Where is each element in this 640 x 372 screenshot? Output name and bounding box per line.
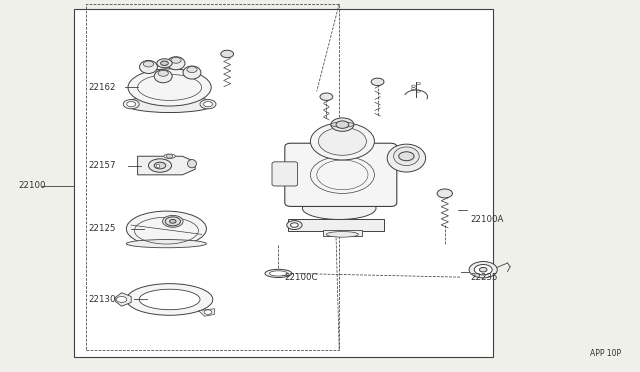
- Circle shape: [170, 219, 176, 223]
- Text: 22100C: 22100C: [285, 273, 318, 282]
- Polygon shape: [288, 219, 384, 231]
- Ellipse shape: [163, 215, 183, 227]
- Ellipse shape: [310, 123, 374, 160]
- Ellipse shape: [140, 60, 157, 73]
- Ellipse shape: [127, 211, 206, 246]
- Ellipse shape: [387, 144, 426, 172]
- Circle shape: [148, 159, 172, 172]
- FancyBboxPatch shape: [285, 143, 397, 206]
- Ellipse shape: [127, 283, 212, 315]
- Ellipse shape: [127, 240, 206, 248]
- Polygon shape: [138, 156, 195, 175]
- Circle shape: [204, 310, 212, 314]
- Bar: [86, 4, 339, 350]
- Ellipse shape: [125, 96, 214, 112]
- Polygon shape: [198, 309, 214, 316]
- Polygon shape: [304, 197, 374, 208]
- Circle shape: [320, 93, 333, 100]
- Ellipse shape: [183, 66, 201, 79]
- Ellipse shape: [154, 70, 172, 83]
- Ellipse shape: [171, 57, 181, 63]
- Text: 22130: 22130: [88, 295, 116, 304]
- Circle shape: [165, 217, 180, 226]
- Circle shape: [331, 118, 354, 131]
- Circle shape: [204, 102, 212, 107]
- Circle shape: [157, 59, 172, 68]
- Circle shape: [127, 102, 136, 107]
- Ellipse shape: [303, 197, 376, 219]
- Circle shape: [469, 262, 497, 278]
- Circle shape: [221, 50, 234, 58]
- Ellipse shape: [200, 100, 216, 109]
- Text: 22157: 22157: [88, 161, 116, 170]
- FancyBboxPatch shape: [272, 162, 298, 186]
- Ellipse shape: [128, 69, 211, 106]
- Circle shape: [166, 154, 173, 158]
- Text: 22235: 22235: [470, 273, 498, 282]
- Text: 22162: 22162: [88, 83, 116, 92]
- Ellipse shape: [140, 289, 200, 310]
- Ellipse shape: [331, 122, 354, 127]
- Circle shape: [371, 78, 384, 86]
- Circle shape: [287, 221, 302, 230]
- Circle shape: [399, 152, 414, 161]
- Text: 22100A: 22100A: [470, 215, 504, 224]
- Circle shape: [437, 189, 452, 198]
- Ellipse shape: [158, 70, 168, 76]
- Polygon shape: [115, 293, 131, 306]
- Circle shape: [336, 121, 349, 128]
- Circle shape: [291, 223, 298, 227]
- Ellipse shape: [143, 61, 154, 67]
- Ellipse shape: [188, 160, 196, 168]
- Ellipse shape: [394, 147, 419, 166]
- Ellipse shape: [269, 271, 287, 276]
- Bar: [74, 9, 493, 357]
- Ellipse shape: [265, 269, 292, 278]
- Ellipse shape: [164, 154, 175, 158]
- Ellipse shape: [319, 127, 367, 155]
- Text: 22100: 22100: [18, 182, 45, 190]
- Bar: [323, 230, 362, 236]
- Ellipse shape: [326, 231, 358, 237]
- Circle shape: [479, 267, 487, 272]
- Text: 22125: 22125: [88, 224, 116, 233]
- Circle shape: [154, 162, 166, 169]
- Ellipse shape: [124, 100, 140, 109]
- Ellipse shape: [187, 67, 197, 73]
- Text: APP 10P: APP 10P: [589, 349, 621, 358]
- Circle shape: [474, 264, 492, 275]
- Bar: [156, 164, 159, 167]
- Circle shape: [116, 296, 127, 302]
- Ellipse shape: [167, 57, 185, 70]
- Circle shape: [161, 61, 168, 65]
